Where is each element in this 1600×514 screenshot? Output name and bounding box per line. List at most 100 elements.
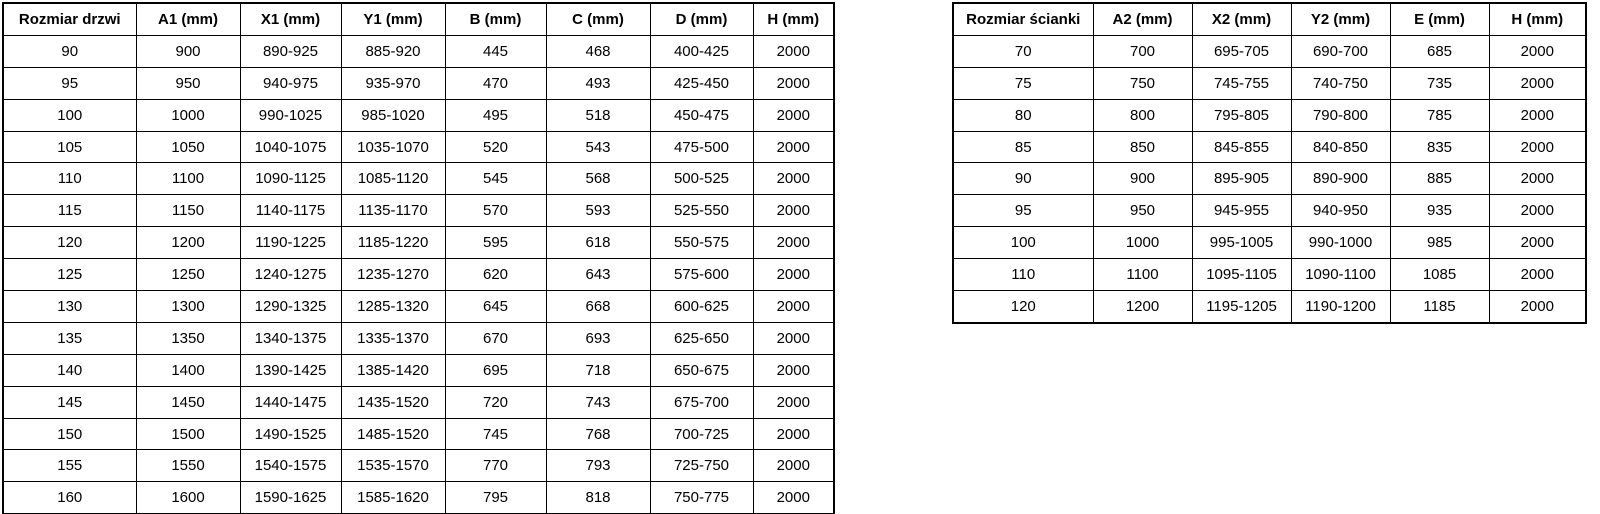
table-row: 90 900 890-925 885-920 445 468 400-425 2000 [2, 34, 835, 68]
column-header: X1 (mm) [239, 2, 342, 36]
table-row: 70 700 695-705 690-700 685 2000 [952, 34, 1587, 68]
table-cell: 568 [545, 162, 651, 196]
wall-dimensions-table: Rozmiar ścianki A2 (mm) X2 (mm) Y2 (mm) E (m… [952, 2, 1587, 324]
table-cell: 150 [2, 417, 137, 451]
table-cell: 1440-1475 [239, 385, 342, 419]
table-cell: 110 [952, 258, 1094, 292]
table-cell: 940-975 [239, 66, 342, 100]
table-cell: 790-800 [1290, 98, 1391, 132]
table-cell: 2000 [1488, 290, 1587, 324]
table-cell: 1335-1370 [340, 321, 446, 355]
table-cell: 695 [444, 353, 547, 387]
table-cell: 945-955 [1191, 194, 1292, 228]
table-cell: 718 [545, 353, 651, 387]
table-cell: 425-450 [649, 66, 754, 100]
table-cell: 1150 [135, 194, 241, 228]
table-row: 80 800 795-805 790-800 785 2000 [952, 98, 1587, 132]
table-cell: 80 [952, 98, 1094, 132]
table-cell: 1485-1520 [340, 417, 446, 451]
table-cell: 700-725 [649, 417, 754, 451]
table-cell: 1190-1225 [239, 226, 342, 260]
table-cell: 1085-1120 [340, 162, 446, 196]
table-cell: 1240-1275 [239, 258, 342, 292]
table-cell: 120 [952, 290, 1094, 324]
table-row: 110 1100 1090-1125 1085-1120 545 568 500-525 20… [2, 162, 835, 196]
table-row: 110 1100 1095-1105 1090-1100 1085 2000 [952, 258, 1587, 292]
table-cell: 620 [444, 258, 547, 292]
table-cell: 745 [444, 417, 547, 451]
column-header: Rozmiar drzwi [2, 2, 137, 36]
table-cell: 645 [444, 290, 547, 323]
table-cell: 2000 [752, 417, 835, 451]
table-cell: 1140-1175 [239, 194, 342, 228]
table-cell: 2000 [752, 66, 835, 100]
table-cell: 668 [545, 290, 651, 323]
table-cell: 885 [1389, 162, 1490, 196]
table-cell: 750 [1092, 66, 1193, 100]
table-cell: 1100 [1092, 258, 1193, 292]
column-header: D (mm) [649, 2, 754, 36]
table-cell: 1095-1105 [1191, 258, 1292, 292]
table-cell: 2000 [1488, 258, 1587, 292]
table-cell: 693 [545, 321, 651, 355]
table-cell: 2000 [752, 98, 835, 132]
table-cell: 995-1005 [1191, 226, 1292, 260]
table-cell: 1500 [135, 417, 241, 451]
table-cell: 1040-1075 [239, 130, 342, 164]
table-row: 160 1600 1590-1625 1585-1620 795 818 750-775 20… [2, 481, 835, 514]
table-cell: 600-625 [649, 290, 754, 323]
table-cell: 2000 [1488, 194, 1587, 228]
table-cell: 690-700 [1290, 34, 1391, 68]
table-cell: 115 [2, 194, 137, 228]
table-cell: 890-900 [1290, 162, 1391, 196]
table-cell: 835 [1389, 130, 1490, 164]
table-row: 105 1050 1040-1075 1035-1070 520 543 475-500 20… [2, 130, 835, 164]
table-cell: 1185-1220 [340, 226, 446, 260]
column-header: B (mm) [444, 2, 547, 36]
table-cell: 700 [1092, 34, 1193, 68]
table-cell: 140 [2, 353, 137, 387]
table-cell: 2000 [752, 162, 835, 196]
table-cell: 125 [2, 258, 137, 292]
table-row: 140 1400 1390-1425 1385-1420 695 718 650-675 20… [2, 353, 835, 387]
table-cell: 75 [952, 66, 1094, 100]
table-cell: 100 [2, 98, 137, 132]
table-cell: 725-750 [649, 449, 754, 483]
column-header: H (mm) [752, 2, 835, 36]
table-cell: 2000 [752, 449, 835, 483]
column-header: A2 (mm) [1092, 2, 1193, 36]
table-cell: 2000 [752, 34, 835, 68]
table-cell: 155 [2, 449, 137, 483]
table-cell: 1050 [135, 130, 241, 164]
column-header: E (mm) [1389, 2, 1490, 36]
table-cell: 445 [444, 34, 547, 68]
table-cell: 570 [444, 194, 547, 228]
table-row: 95 950 945-955 940-950 935 2000 [952, 194, 1587, 228]
table-cell: 740-750 [1290, 66, 1391, 100]
table-row: 100 1000 990-1025 985-1020 495 518 450-475 2000 [2, 98, 835, 132]
table-cell: 1340-1375 [239, 321, 342, 355]
table-cell: 1185 [1389, 290, 1490, 324]
table-cell: 595 [444, 226, 547, 260]
table-cell: 900 [135, 34, 241, 68]
table-cell: 1100 [135, 162, 241, 196]
table-cell: 1435-1520 [340, 385, 446, 419]
table-row: 130 1300 1290-1325 1285-1320 645 668 600-625 20… [2, 290, 835, 323]
table-cell: 950 [1092, 194, 1193, 228]
table-cell: 593 [545, 194, 651, 228]
table-cell: 1090-1100 [1290, 258, 1391, 292]
table-cell: 2000 [752, 290, 835, 323]
table-cell: 2000 [752, 353, 835, 387]
table-cell: 85 [952, 130, 1094, 164]
table-cell: 1090-1125 [239, 162, 342, 196]
table-cell: 493 [545, 66, 651, 100]
header-row: Rozmiar drzwi A1 (mm) X1 (mm) Y1 (mm) B (mm)… [2, 2, 835, 36]
table-cell: 1085 [1389, 258, 1490, 292]
column-header: Y1 (mm) [340, 2, 446, 36]
table-cell: 670 [444, 321, 547, 355]
table-cell: 1135-1170 [340, 194, 446, 228]
table-row: 100 1000 995-1005 990-1000 985 2000 [952, 226, 1587, 260]
table-cell: 1450 [135, 385, 241, 419]
table-cell: 475-500 [649, 130, 754, 164]
table-cell: 120 [2, 226, 137, 260]
